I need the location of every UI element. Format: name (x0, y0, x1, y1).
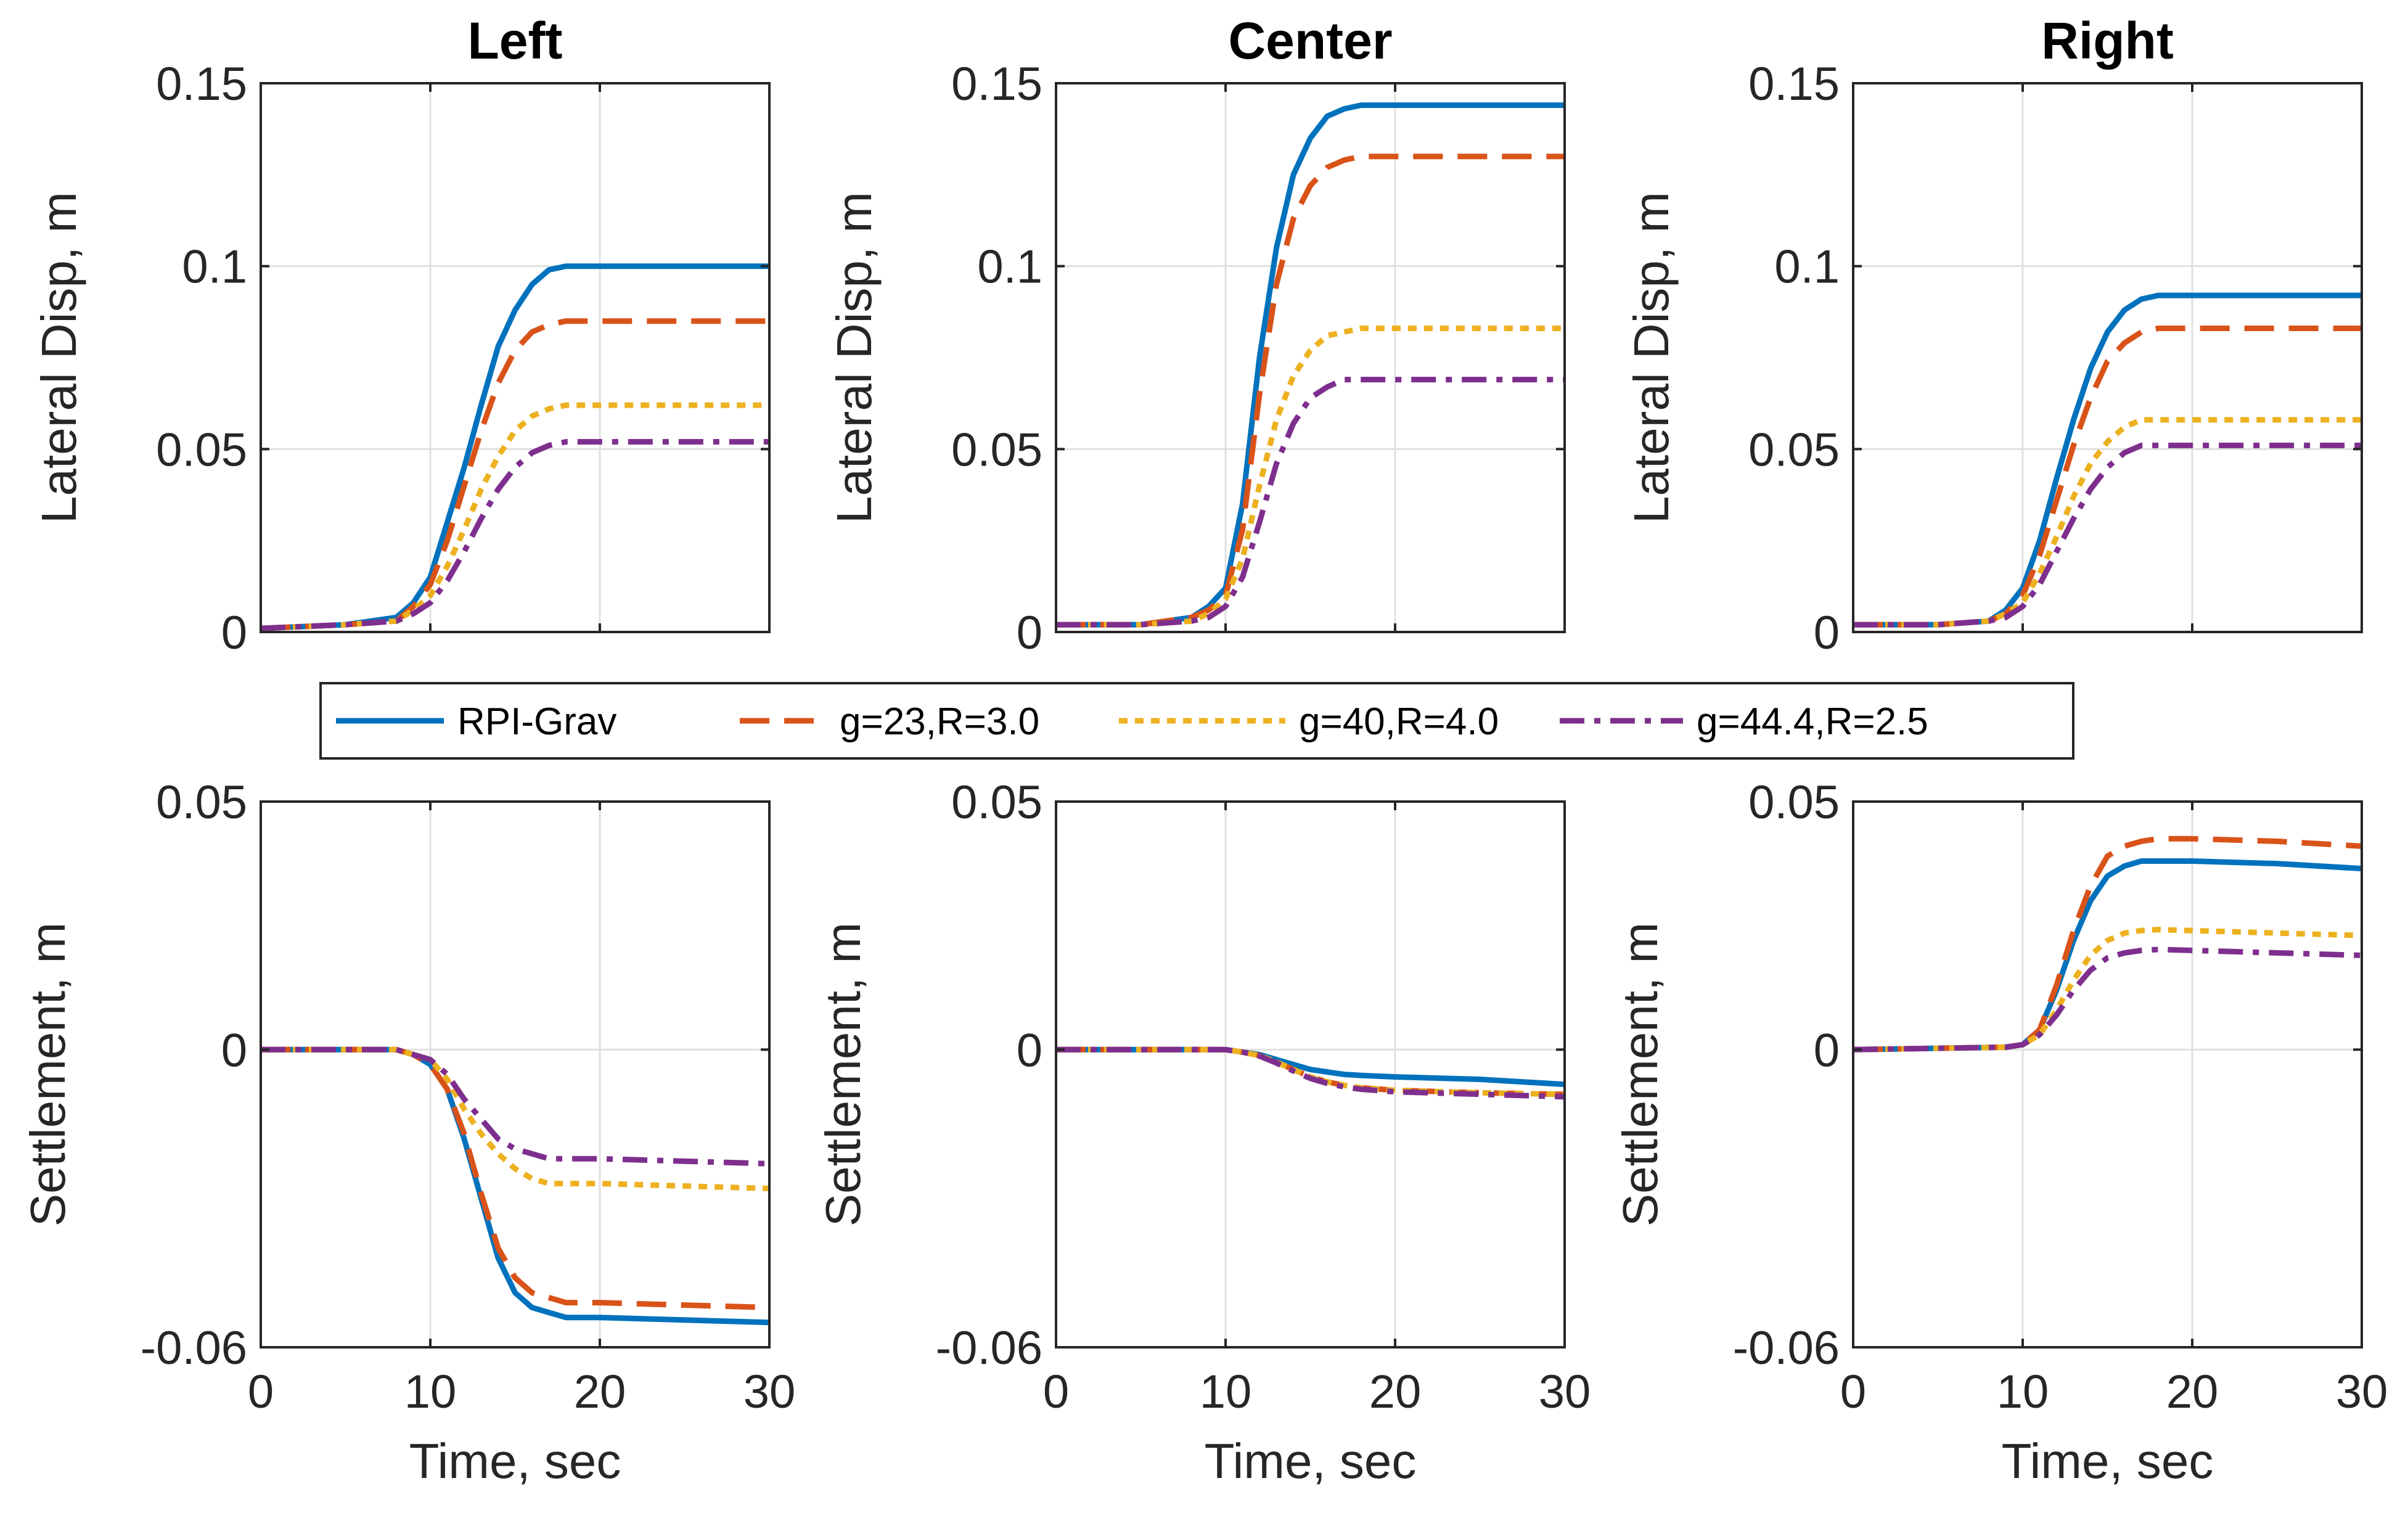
panel-title: Left (468, 12, 563, 70)
x-tick-label: 30 (2336, 1366, 2388, 1418)
y-tick-label: -0.06 (936, 1322, 1042, 1374)
series-line-g-40-r-4-0 (260, 402, 769, 631)
x-tick-label: 30 (1539, 1366, 1591, 1418)
x-tick-label: 20 (2166, 1366, 2219, 1418)
y-tick-label: 0 (221, 1024, 247, 1077)
x-tick-label: 0 (1043, 1366, 1069, 1418)
y-tick-label: 0.1 (977, 241, 1042, 294)
series-line-g-44-4-r-2-5 (1056, 1046, 1565, 1100)
y-tick-label: 0.05 (156, 424, 247, 476)
legend-entry: g=44.4,R=2.5 (1560, 700, 1928, 743)
series-group (260, 263, 769, 631)
x-axis-label: Time, sec (2002, 1434, 2214, 1488)
x-tick-label: 10 (404, 1366, 457, 1418)
plot-area (1853, 802, 2362, 1347)
y-axis-label: Settlement, m (816, 922, 870, 1227)
chart-panel-3: 0 0.05 0.1 0.15 Right Lateral Disp, m (1624, 12, 2363, 659)
y-tick-label: 0.15 (156, 58, 247, 110)
series-group (261, 1046, 770, 1326)
panel-title: Center (1228, 12, 1392, 70)
x-tick-label: 0 (1840, 1366, 1866, 1418)
series-line-g-44-4-r-2-5 (1853, 442, 2362, 628)
y-axis-label: Settlement, m (1613, 922, 1668, 1227)
axes-box (1852, 82, 2363, 633)
y-tick-label: 0.1 (182, 241, 247, 294)
plot-area (1056, 83, 1565, 632)
x-tick-label: 20 (1369, 1366, 1422, 1418)
series-line-g-23-r-3-0 (1853, 835, 2362, 1053)
axes-box (260, 800, 771, 1349)
y-axis-label: Lateral Disp, m (1624, 192, 1679, 523)
series-group (1853, 292, 2362, 628)
y-tick-label: 0.05 (951, 424, 1042, 476)
y-axis-label: Lateral Disp, m (31, 192, 86, 523)
y-tick-label: 0 (1017, 607, 1042, 659)
axes-box (1852, 800, 2363, 1349)
y-tick-label: 0 (1017, 1024, 1042, 1077)
x-tick-label: 10 (1997, 1366, 2049, 1418)
series-line-g-44-4-r-2-5 (260, 439, 769, 631)
chart-legend: RPI-Grav g=23,R=3.0 g=40,R=4.0 g=44.4,R=2.5 (319, 682, 2074, 760)
axes-box (1055, 800, 1566, 1349)
legend-label: g=40,R=4.0 (1299, 700, 1499, 743)
plot-area (261, 802, 769, 1347)
y-tick-label: 0.1 (1774, 241, 1840, 294)
y-tick-label: 0.05 (951, 776, 1042, 829)
y-axis-label: Lateral Disp, m (827, 192, 882, 523)
axes-box (260, 82, 771, 633)
series-line-g-44-4-r-2-5 (261, 1046, 770, 1167)
series-group (1056, 1046, 1565, 1100)
legend-entry: g=23,R=3.0 (740, 700, 1039, 743)
series-group (1056, 102, 1565, 628)
y-tick-label: 0 (221, 607, 247, 659)
panel-title: Right (2041, 12, 2174, 70)
x-tick-label: 20 (574, 1366, 626, 1418)
y-tick-label: -0.06 (141, 1322, 247, 1374)
chart-panel-1: 0 0.05 0.1 0.15 Left Lateral Disp, m (31, 12, 771, 659)
plot-area (261, 83, 769, 632)
legend-entry: RPI-Grav (336, 700, 616, 743)
y-tick-label: 0 (1814, 1024, 1840, 1077)
x-tick-label: 10 (1200, 1366, 1252, 1418)
series-line-g-23-r-3-0 (1056, 154, 1565, 628)
legend-label: g=44.4,R=2.5 (1697, 700, 1928, 743)
y-tick-label: 0 (1814, 607, 1840, 659)
series-line-g-40-r-4-0 (261, 1046, 770, 1191)
legend-label: g=23,R=3.0 (840, 700, 1039, 743)
y-tick-label: 0.05 (156, 776, 247, 829)
series-line-g-44-4-r-2-5 (1853, 946, 2362, 1053)
legend-label: RPI-Grav (457, 700, 616, 743)
x-axis-label: Time, sec (409, 1434, 621, 1488)
y-tick-label: 0.15 (951, 58, 1042, 110)
y-axis-label: Settlement, m (20, 922, 75, 1227)
x-tick-label: 30 (743, 1366, 796, 1418)
series-line-g-44-4-r-2-5 (1056, 377, 1565, 628)
legend-box (319, 682, 2074, 760)
y-tick-label: 0.05 (1748, 424, 1840, 476)
x-axis-label: Time, sec (1205, 1434, 1417, 1488)
chart-panel-2: 0 0.05 0.1 0.15 Center Lateral Disp, m (827, 12, 1566, 659)
plot-area (1853, 83, 2362, 632)
series-line-g-40-r-4-0 (1853, 927, 2362, 1053)
legend-entry: g=40,R=4.0 (1119, 700, 1499, 743)
series-group (1853, 835, 2362, 1053)
y-tick-label: 0.05 (1748, 776, 1840, 829)
y-tick-label: -0.06 (1733, 1322, 1840, 1374)
x-tick-label: 0 (248, 1366, 274, 1418)
axes-box (1055, 82, 1566, 633)
y-tick-label: 0.15 (1748, 58, 1840, 110)
